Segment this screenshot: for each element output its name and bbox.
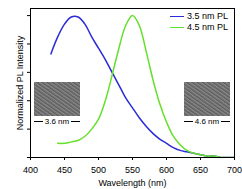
html-text:3.5 nm PL: 3.5 nm PL xyxy=(187,11,228,21)
svg-text:650: 650 xyxy=(193,165,208,175)
html-text:4.6 nm: 4.6 nm xyxy=(194,117,220,126)
svg-text:500: 500 xyxy=(91,165,106,175)
svg-text:450: 450 xyxy=(57,165,72,175)
svg-text:700: 700 xyxy=(227,165,242,175)
svg-text:Normalized PL Intensity: Normalized PL Intensity xyxy=(15,35,25,130)
svg-text:400: 400 xyxy=(23,165,38,175)
html-text:3.6 nm: 3.6 nm xyxy=(44,117,70,126)
svg-text:550: 550 xyxy=(125,165,140,175)
svg-text:Wavelength (nm): Wavelength (nm) xyxy=(98,178,166,188)
html-text:4.5 nm PL: 4.5 nm PL xyxy=(187,22,228,32)
svg-text:600: 600 xyxy=(159,165,174,175)
